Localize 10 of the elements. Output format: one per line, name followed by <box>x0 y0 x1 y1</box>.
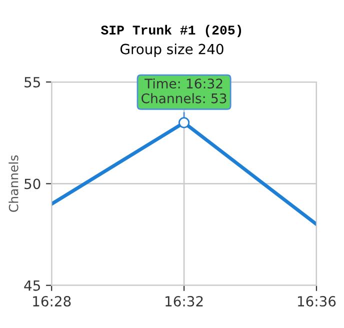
x-tick-label: 16:32 <box>166 296 203 307</box>
chart-title: SIP Trunk #1 (205) <box>100 24 242 38</box>
y-tick-label: 55 <box>24 77 40 88</box>
y-axis-title: Channels <box>8 155 18 212</box>
x-tick-label: 16:36 <box>298 296 336 307</box>
y-tick-label: 45 <box>24 280 40 291</box>
y-tick-label: 50 <box>24 178 40 190</box>
annotation: Time: 16:32 Channels: 53 <box>142 78 226 104</box>
x-tick-label: 16:28 <box>33 296 71 307</box>
chart-subtitle: Group size 240 <box>120 44 224 58</box>
